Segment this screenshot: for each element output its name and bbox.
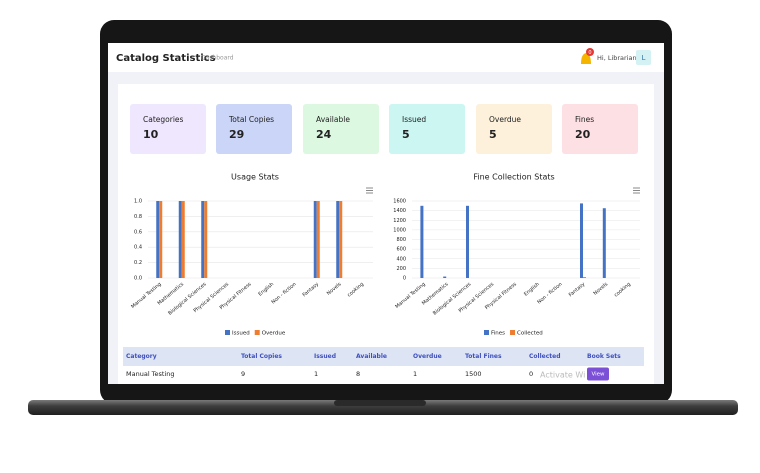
- bar: [583, 277, 586, 278]
- bar: [466, 205, 469, 278]
- column-header: Collected: [529, 353, 561, 360]
- y-tick-label: 0.8: [134, 214, 142, 220]
- bar: [339, 201, 343, 278]
- legend-label[interactable]: Collected: [517, 331, 543, 337]
- column-header: Total Fines: [465, 353, 502, 360]
- y-tick-label: 200: [396, 266, 406, 272]
- laptop-notch: [334, 400, 426, 406]
- stat-card: [389, 104, 465, 154]
- greeting: Hi, Librarian: [597, 54, 637, 62]
- bar: [420, 205, 424, 278]
- legend-label[interactable]: Overdue: [262, 331, 286, 337]
- column-header: Book Sets: [587, 353, 621, 360]
- stat-value: 10: [143, 128, 159, 141]
- stat-card: [303, 104, 379, 154]
- column-header: Overdue: [413, 353, 442, 360]
- y-tick-label: 600: [396, 247, 406, 253]
- stat-value: 24: [316, 128, 332, 141]
- y-tick-label: 1200: [393, 218, 406, 224]
- bar: [204, 201, 208, 278]
- table-cell: 9: [241, 370, 245, 378]
- stat-value: 5: [402, 128, 410, 141]
- legend-swatch: [254, 330, 260, 335]
- legend-label[interactable]: Issued: [232, 331, 250, 337]
- top-bar: [108, 43, 664, 72]
- stat-label: Overdue: [489, 115, 521, 124]
- table-cell: 1: [314, 370, 318, 378]
- stat-label: Categories: [143, 115, 184, 124]
- bar: [602, 208, 606, 278]
- bar: [313, 201, 317, 278]
- bar: [443, 276, 447, 278]
- legend-label[interactable]: Fines: [491, 331, 505, 337]
- y-tick-label: 0.0: [134, 276, 142, 282]
- y-tick-label: 1400: [393, 208, 406, 214]
- bar: [336, 201, 340, 278]
- stat-label: Total Copies: [228, 115, 274, 124]
- y-tick-label: 1600: [393, 199, 406, 205]
- y-tick-label: 0: [403, 276, 406, 282]
- y-tick-label: 1000: [393, 227, 406, 233]
- bar: [156, 201, 160, 278]
- y-tick-label: 1.0: [134, 199, 142, 205]
- stat-label: Available: [316, 115, 350, 124]
- table-header: [123, 347, 644, 366]
- stat-value: 29: [229, 128, 244, 141]
- badge: [586, 48, 594, 56]
- bell-icon[interactable]: [581, 53, 591, 64]
- table-cell: 1: [413, 370, 417, 378]
- y-tick-label: 800: [396, 237, 406, 243]
- y-tick-label: 400: [396, 256, 406, 262]
- bar: [181, 201, 185, 278]
- bar: [580, 203, 583, 278]
- legend-swatch: [225, 330, 230, 335]
- stat-card: [130, 104, 206, 154]
- stat-label: Fines: [575, 115, 594, 124]
- legend-swatch: [510, 330, 516, 335]
- chart-title: Usage Stats: [231, 173, 279, 182]
- table-cell: 0: [529, 370, 533, 378]
- bar: [178, 201, 182, 278]
- avatar-letter: L: [642, 54, 646, 62]
- column-header: Available: [356, 353, 387, 360]
- table-cell: 1500: [465, 370, 482, 378]
- chart-title: Fine Collection Stats: [473, 173, 554, 182]
- bar: [316, 201, 320, 278]
- column-header: Category: [126, 353, 157, 360]
- column-header: Total Copies: [241, 353, 282, 360]
- view-button-label[interactable]: View: [591, 372, 605, 378]
- column-header: Issued: [314, 353, 336, 360]
- badge-count: 0: [588, 50, 591, 56]
- stat-value: 5: [489, 128, 497, 141]
- legend-swatch: [484, 330, 489, 335]
- page-title: Catalog Statistics: [116, 53, 216, 64]
- bar: [201, 201, 205, 278]
- table-cell: 8: [356, 370, 360, 378]
- stat-card: [562, 104, 638, 154]
- stat-card: [476, 104, 552, 154]
- view-button[interactable]: [587, 367, 609, 381]
- watermark: Activate Wi: [540, 371, 585, 380]
- bar: [159, 201, 163, 278]
- y-tick-label: 0.4: [134, 245, 142, 251]
- table-cell: Manual Testing: [126, 370, 175, 378]
- stat-label: Issued: [402, 115, 426, 124]
- y-tick-label: 0.2: [134, 260, 142, 266]
- breadcrumb[interactable]: Dashboard: [201, 55, 234, 62]
- avatar[interactable]: [636, 50, 651, 65]
- stat-value: 20: [575, 128, 591, 141]
- laptop-base: [28, 400, 738, 415]
- stat-card: [216, 104, 292, 154]
- y-tick-label: 0.6: [134, 229, 142, 235]
